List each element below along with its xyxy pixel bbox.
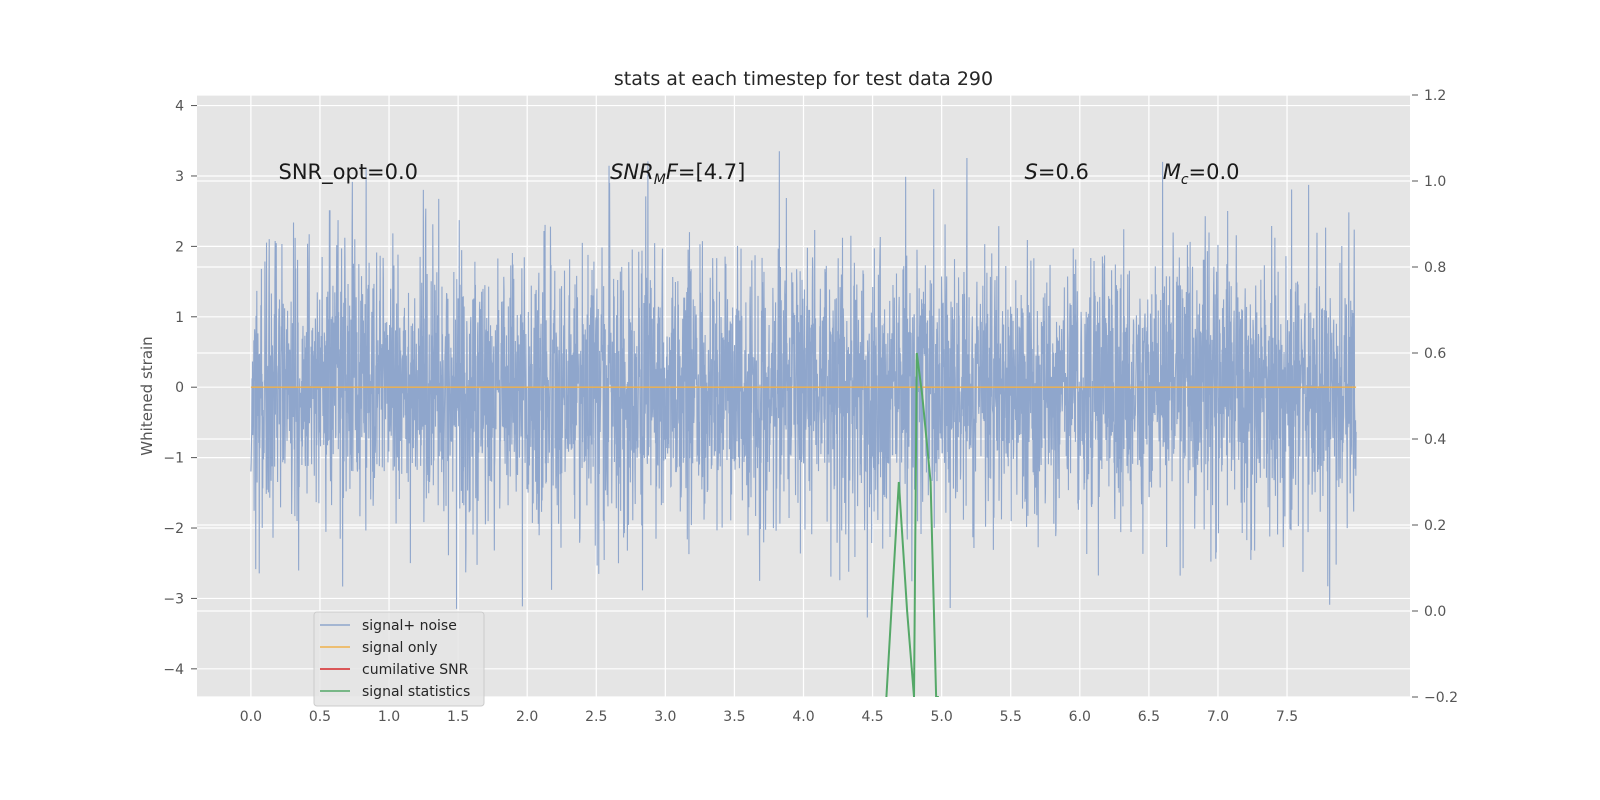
y-tick-label: −4 [163,662,184,678]
legend-entry: signal+ noise [362,618,457,634]
y2-tick-label: 0.2 [1424,518,1446,534]
x-tick-label: 3.0 [654,709,676,725]
annotations: SNR_opt=0.0 SNRMF=[4.7] S=0.6 Mc=0.0 [279,160,1240,188]
x-tick-label: 4.5 [861,709,883,725]
annotation: SNRMF=[4.7] [610,160,745,188]
y-tick-label: 3 [175,169,184,185]
x-tick-label: 1.0 [378,709,400,725]
annotation: SNR_opt=0.0 [279,160,419,185]
x-tick-label: 2.5 [585,709,607,725]
x-tick-label: 0.5 [309,709,331,725]
x-tick-label: 6.5 [1138,709,1160,725]
y-tick-label: 0 [175,380,184,396]
y-tick-label: 2 [175,239,184,255]
y-tick-label: 1 [175,310,184,326]
y2-tick-label: 0.8 [1424,260,1446,276]
y2-tick-label: 0.6 [1424,346,1446,362]
y2-tick-label: 1.2 [1424,88,1446,104]
chart-title: stats at each timestep for test data 290 [614,68,993,90]
y2-tick-label: 0.4 [1424,432,1446,448]
legend-entry: signal only [362,640,437,656]
y-tick-label: −2 [163,521,184,537]
x-tick-label: 5.5 [1000,709,1022,725]
legend: signal+ noise signal only cumilative SNR si… [313,611,485,707]
y-tick-label: −1 [163,451,184,467]
y2-tick-label: 0.0 [1424,604,1446,620]
x-tick-label: 4.0 [792,709,814,725]
data-layer [250,151,1357,697]
x-tick-label: 3.5 [723,709,745,725]
x-tick-label: 1.5 [447,709,469,725]
x-tick-label: 6.0 [1069,709,1091,725]
legend-entry: cumilative SNR [362,662,469,678]
legend-box [313,611,485,707]
annotation: Mc=0.0 [1163,160,1240,188]
y2-tick-label: −0.2 [1424,690,1458,706]
series-signal-statistics [885,352,939,697]
y-tick-label: −3 [163,591,184,607]
x-tick-label: 0.0 [240,709,262,725]
annotation: S=0.6 [1025,160,1089,184]
x-tick-label: 2.0 [516,709,538,725]
x-tick-label: 7.0 [1207,709,1229,725]
y2-tick-label: 1.0 [1424,174,1446,190]
x-tick-label: 7.5 [1276,709,1298,725]
y-axis-label: Whitened strain [138,336,156,455]
legend-entry: signal statistics [362,684,470,700]
tick-labels: 0.0 0.5 1.0 1.5 2.0 2.5 3.0 3.5 4.0 4.5 5.0 5.5 6.0 6… [163,88,1458,725]
y-tick-label: 4 [175,99,184,115]
series-signal-noise [250,151,1357,618]
x-tick-label: 5.0 [931,709,953,725]
